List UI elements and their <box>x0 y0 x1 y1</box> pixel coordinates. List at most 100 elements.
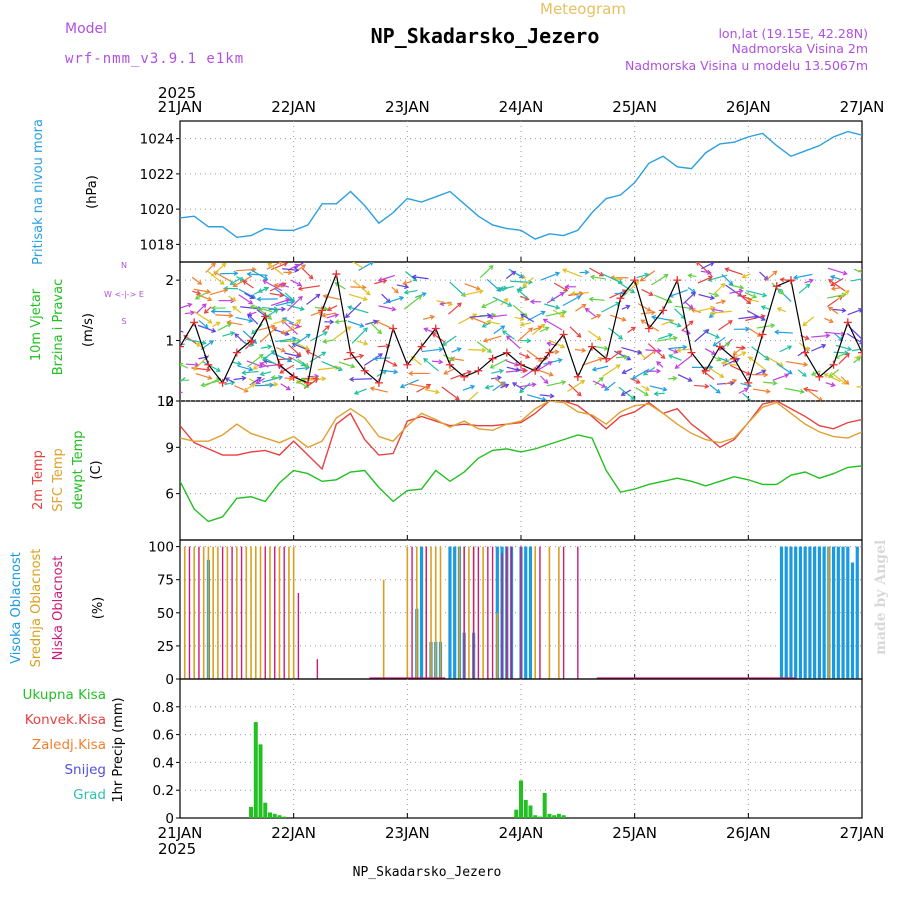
wind-vector-head <box>576 295 582 300</box>
wind-vector <box>779 345 792 353</box>
wind-speed-marker <box>247 336 256 345</box>
wind-vector-head <box>808 278 814 284</box>
wind-vector-head <box>292 336 298 342</box>
wind-vector <box>258 286 270 293</box>
wind-vector <box>847 308 862 316</box>
wind-vector <box>587 330 602 341</box>
wind-vector <box>492 296 512 307</box>
wind-vector <box>213 271 233 283</box>
wind-vector <box>403 295 422 310</box>
wind-vector-head <box>653 391 659 397</box>
wind-speed-marker <box>559 330 568 339</box>
wind-vector-head <box>408 370 414 377</box>
wind-vector <box>784 387 804 393</box>
wind-vector <box>668 348 678 354</box>
wind-vector-head <box>563 286 569 292</box>
wind-vector <box>798 283 810 294</box>
wind-vector-head <box>280 347 286 353</box>
wind-vector <box>441 386 460 400</box>
precip-bar <box>263 802 268 818</box>
precip-panel: 0 0.2 0.4 0.6 0.8 <box>153 678 863 827</box>
wind-vector <box>489 314 508 318</box>
wind-vector-head <box>863 267 867 271</box>
wind-vector-head <box>281 306 286 312</box>
wind-vector <box>763 381 777 384</box>
precip-y-tick-label: 0.2 <box>153 783 174 799</box>
wind-vector <box>681 320 694 331</box>
wind-vector-head <box>197 280 203 285</box>
wind-vector-head <box>630 326 636 332</box>
wind-vector <box>209 289 228 296</box>
mid-cloud-bar <box>278 546 281 679</box>
wind-vector-head <box>280 330 286 335</box>
wind-vector <box>204 306 212 314</box>
wind-vector <box>520 313 535 323</box>
wind-vector <box>493 377 506 387</box>
wind-vector-head <box>528 327 534 333</box>
precip-bar <box>537 816 542 818</box>
wind-vector <box>668 354 682 361</box>
pressure-y-tick-label: 1018 <box>140 237 174 253</box>
low-cloud-bar <box>562 546 565 679</box>
wind-vector-head <box>273 283 279 289</box>
wind-vector-head <box>519 321 525 327</box>
wind-vector <box>669 321 681 327</box>
wind-vector-head <box>511 270 517 276</box>
wind-speed-marker <box>801 348 810 357</box>
wind-vector <box>641 288 653 296</box>
wind-vector <box>512 382 524 391</box>
wind-speed-marker <box>659 306 668 315</box>
mid-cloud-bar <box>250 546 252 679</box>
wind-unit: (m/s) <box>81 313 96 347</box>
wind-vector-head <box>844 289 850 295</box>
wind-vector-head <box>743 387 749 393</box>
wind-vector-head <box>804 335 810 341</box>
wind-vector <box>486 279 501 292</box>
wind-vector-head <box>393 369 399 375</box>
wind-vector-head <box>732 350 738 356</box>
wind-vector-head <box>470 384 476 390</box>
wind-vector <box>270 262 288 271</box>
wind-vector-head <box>840 331 846 337</box>
wind-vector <box>281 319 299 335</box>
wind-vector-head <box>752 293 758 299</box>
wind-vector <box>295 367 309 370</box>
wind-vector-head <box>315 293 321 299</box>
year-bottom: 2025 <box>158 840 196 858</box>
wind-vector-head <box>349 376 355 382</box>
temperature-y-tick-label: 12 <box>157 394 174 410</box>
wind-vector <box>352 280 371 296</box>
wind-vector-head <box>295 353 301 359</box>
wind-vector <box>450 370 471 380</box>
wind-vector-head <box>603 345 609 351</box>
wind-vector-head <box>688 320 694 326</box>
wind-vector-head <box>296 319 302 324</box>
wind-vector <box>502 330 515 340</box>
wind-vector <box>715 300 726 305</box>
wind-vector <box>364 353 383 366</box>
wind-vector <box>321 360 343 371</box>
wind-vector <box>776 363 793 375</box>
wind-vector-head <box>706 269 712 275</box>
wind-vector <box>490 358 508 369</box>
wind-vector <box>677 374 692 382</box>
wind-vector <box>738 315 758 320</box>
cloud-ylabel-2: Srednja Oblacnost <box>29 549 44 668</box>
wind-vector-head <box>486 313 492 319</box>
wind-vector-head <box>256 376 262 382</box>
wind-vector <box>451 347 461 353</box>
high-cloud-bar <box>855 546 859 679</box>
wind-vector-head <box>423 327 429 333</box>
high-cloud-bar <box>789 546 793 679</box>
pressure-panel-labels: Pritisak na nivou mora (hPa) <box>31 119 100 265</box>
wind-speed-marker <box>389 324 398 333</box>
wind-vector-head <box>500 325 506 330</box>
high-cloud-bar <box>841 546 845 679</box>
mid-cloud-bar <box>828 546 830 679</box>
wind-vector-head <box>617 350 623 355</box>
wind-vector <box>354 388 367 395</box>
wind-vector-head <box>825 333 831 339</box>
wind-vector-head <box>746 299 752 305</box>
precip-bar <box>519 780 523 818</box>
wind-vector-head <box>761 369 767 375</box>
